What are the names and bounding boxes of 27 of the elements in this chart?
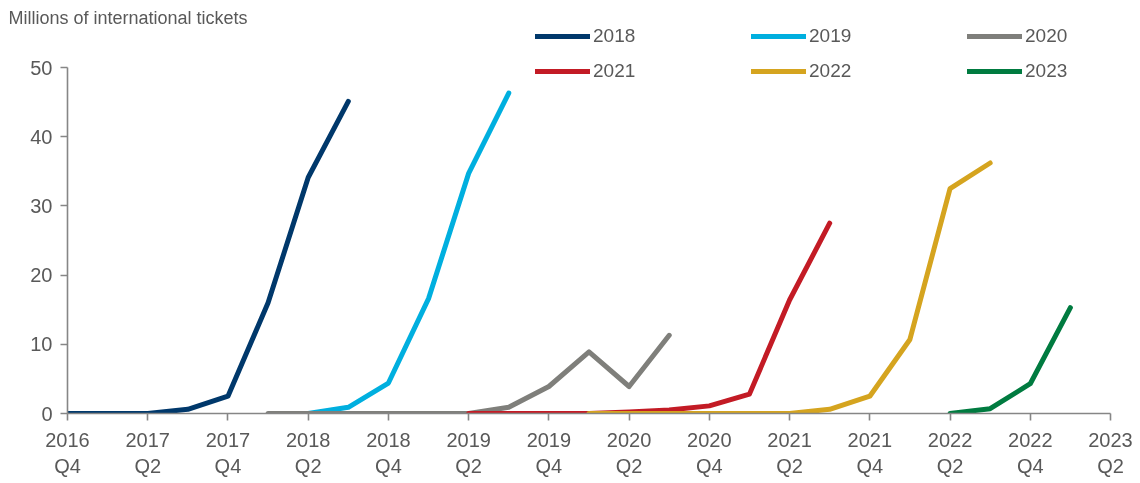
x-tick-label: 2021 Q2 <box>767 428 812 477</box>
x-tick-label: 2022 Q2 <box>927 428 973 477</box>
x-tick-label: 2023 Q2 <box>1088 428 1133 477</box>
legend-label: 2022 <box>809 60 853 82</box>
y-tick-label: 40 <box>30 125 53 148</box>
legend-label: 2020 <box>1025 27 1069 47</box>
x-tick-label: 2017 Q2 <box>125 428 170 477</box>
x-tick-label: 2018 Q4 <box>366 428 411 477</box>
x-tick-label: 2020 Q4 <box>687 428 732 477</box>
y-tick-label: 50 <box>30 56 53 79</box>
x-tick-label: 2016 Q4 <box>45 428 90 477</box>
x-tick-label: 2021 Q4 <box>847 428 893 477</box>
x-tick-label: 2022 Q4 <box>1008 428 1053 477</box>
x-tick-label: 2019 Q2 <box>446 428 491 477</box>
y-tick-label: 0 <box>41 402 53 425</box>
x-tick-label: 2018 Q2 <box>285 428 331 477</box>
legend-label: 2019 <box>809 27 853 47</box>
y-tick-label: 10 <box>30 333 53 356</box>
y-tick-label: 30 <box>30 194 53 217</box>
y-tick-label: 20 <box>30 264 53 287</box>
x-tick-label: 2019 Q4 <box>526 428 572 477</box>
legend-label: 2023 <box>1025 60 1069 82</box>
x-tick-label: 2017 Q4 <box>205 428 251 477</box>
y-axis-title: Millions of international tickets <box>8 7 248 28</box>
legend-label: 2018 <box>593 27 637 47</box>
x-tick-label: 2020 Q2 <box>606 428 652 477</box>
legend-label: 2021 <box>593 60 637 82</box>
